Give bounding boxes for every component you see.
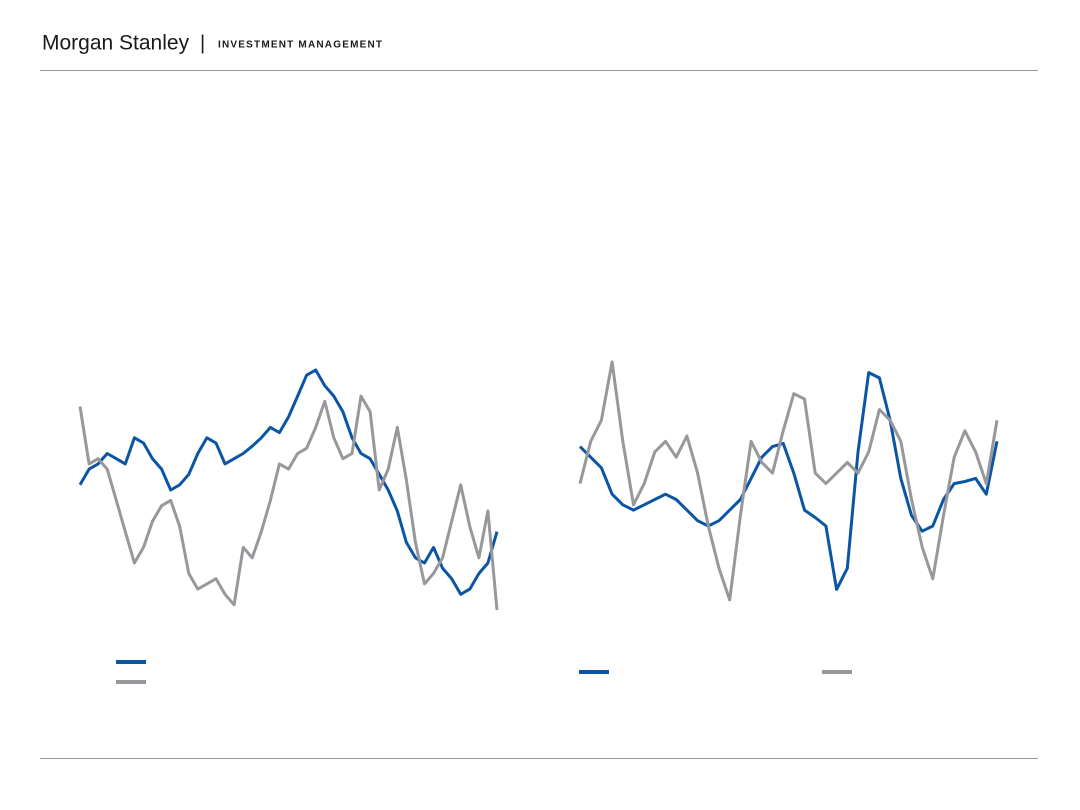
series-line xyxy=(578,371,999,591)
series-line xyxy=(578,360,999,602)
division: INVESTMENT MANAGEMENT xyxy=(218,40,383,51)
series-line xyxy=(78,368,499,596)
series-line xyxy=(78,394,499,611)
separator: | xyxy=(200,32,205,54)
brand: Morgan Stanley xyxy=(42,32,190,55)
